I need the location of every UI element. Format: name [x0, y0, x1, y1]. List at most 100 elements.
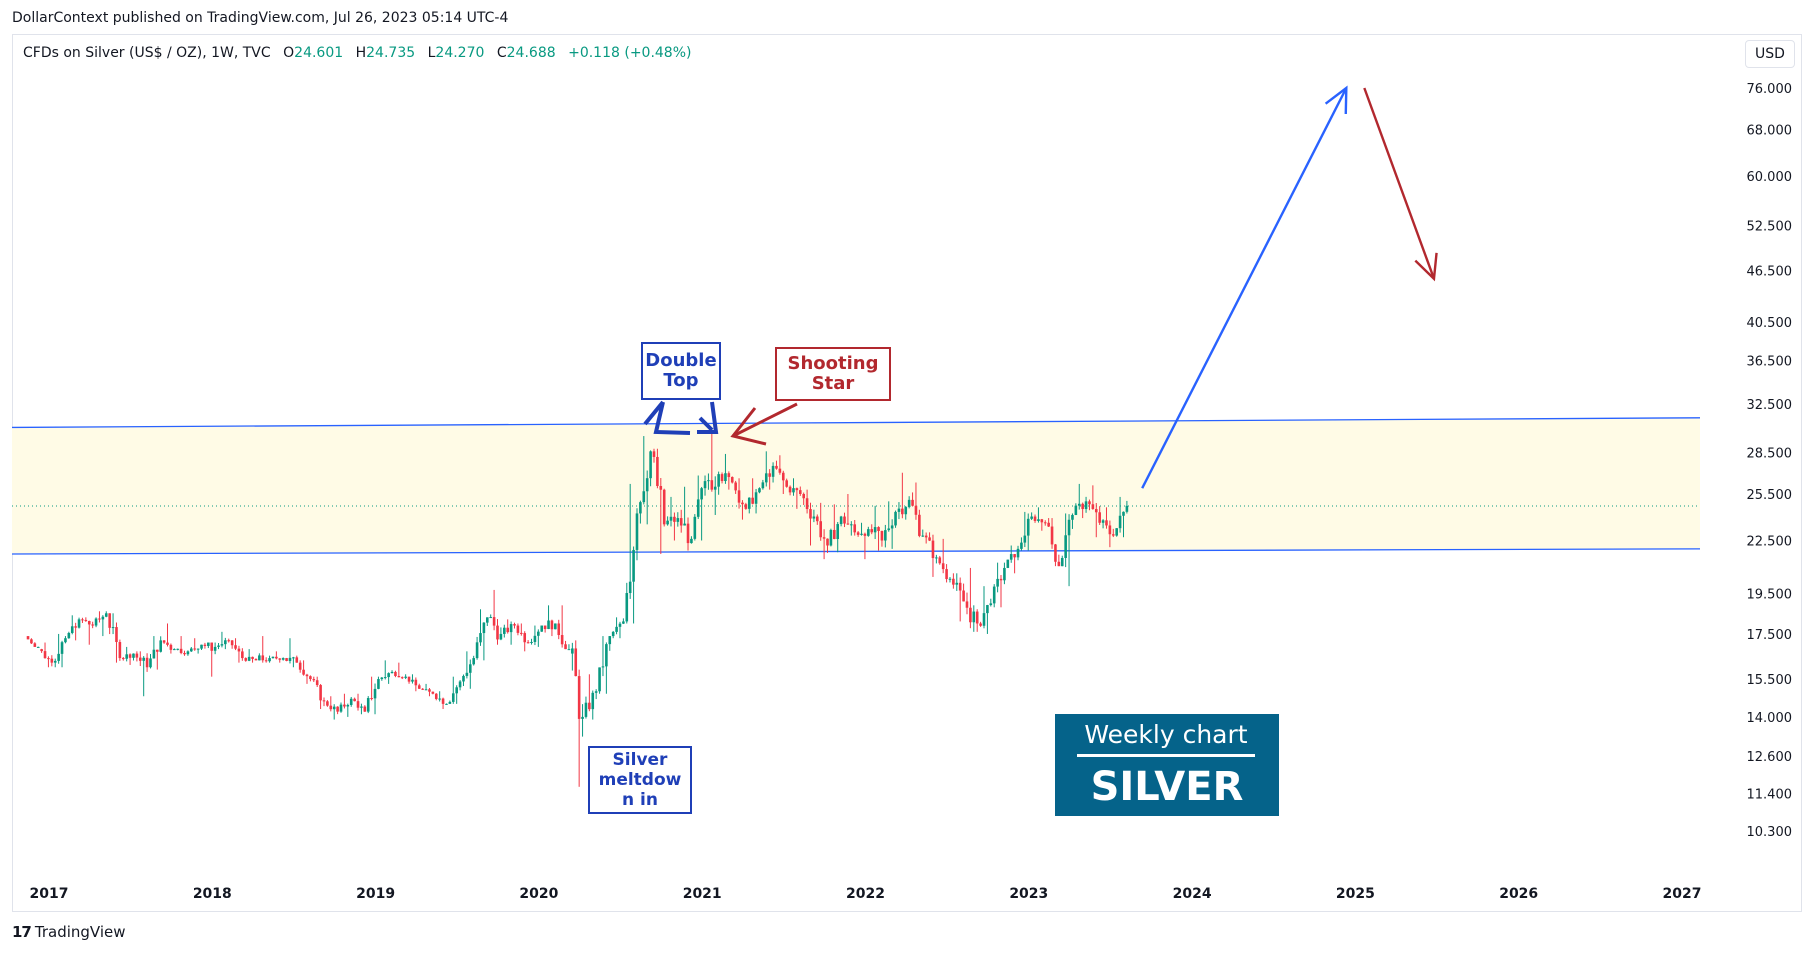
candle: [659, 478, 663, 554]
candle: [149, 654, 152, 669]
candle: [904, 505, 908, 520]
candle: [1101, 519, 1105, 529]
candle: [530, 638, 533, 645]
x-tick-label: 2026: [1499, 886, 1538, 902]
candle: [863, 532, 867, 560]
badge-subtitle: Weekly chart: [1077, 714, 1255, 757]
candle: [1111, 528, 1115, 538]
weekly-chart-badge: Weekly chart SILVER: [1055, 714, 1279, 816]
currency-button[interactable]: USD: [1745, 40, 1795, 68]
double-top-marks: [643, 400, 719, 435]
candle: [611, 630, 615, 639]
candle: [741, 500, 744, 520]
candle: [434, 693, 438, 701]
candle: [815, 514, 819, 525]
candle: [159, 636, 162, 653]
candle: [598, 667, 601, 694]
candle: [441, 697, 445, 710]
candle: [645, 470, 649, 525]
candle: [281, 657, 285, 661]
candle: [506, 619, 510, 634]
candle: [577, 669, 581, 787]
candle: [540, 625, 544, 632]
y-tick-label: 46.500: [1747, 265, 1793, 280]
candle: [373, 683, 377, 715]
candle: [448, 700, 452, 704]
candle: [36, 646, 40, 648]
candle: [220, 631, 224, 648]
candle: [792, 478, 795, 496]
candle: [591, 690, 595, 720]
candle: [155, 649, 159, 670]
candle: [458, 680, 462, 691]
x-tick-label: 2019: [356, 886, 395, 902]
candle: [1077, 483, 1081, 510]
candle: [179, 636, 183, 655]
candle: [462, 674, 465, 687]
candle: [775, 460, 778, 470]
candle: [945, 564, 948, 583]
candle: [193, 638, 197, 651]
candle: [77, 617, 81, 629]
candle: [1091, 485, 1095, 510]
candle: [846, 493, 850, 525]
candle: [856, 531, 860, 537]
candle: [230, 640, 234, 649]
y-tick-label: 17.500: [1747, 628, 1793, 643]
shooting-star-arrow: [730, 402, 798, 446]
candle: [588, 674, 591, 712]
candle: [795, 487, 799, 509]
candle: [424, 683, 428, 691]
y-tick-label: 40.500: [1747, 316, 1793, 331]
candle: [1098, 506, 1101, 525]
candle: [962, 583, 965, 602]
candle: [894, 510, 897, 528]
candle: [26, 636, 30, 640]
candle: [686, 517, 690, 551]
candle: [132, 653, 135, 661]
candle: [349, 696, 353, 707]
candle: [679, 509, 683, 533]
footer[interactable]: 17 TradingView: [12, 923, 126, 941]
candle: [1105, 507, 1108, 529]
candle: [547, 605, 550, 630]
candle: [370, 676, 373, 701]
candle: [717, 471, 720, 495]
candle: [642, 436, 646, 505]
candle: [356, 693, 360, 711]
projection-up-arrow: [1141, 85, 1348, 489]
candle: [533, 625, 537, 646]
candle: [727, 471, 731, 490]
y-tick-label: 28.500: [1747, 447, 1793, 462]
x-tick-label: 2020: [519, 886, 558, 902]
candle: [30, 638, 33, 644]
candle: [1125, 500, 1129, 514]
candle: [91, 621, 94, 629]
candle: [761, 479, 765, 490]
candle: [1016, 545, 1020, 561]
candle: [1067, 514, 1071, 587]
candle: [948, 576, 952, 583]
y-tick-label: 12.600: [1747, 750, 1793, 765]
candle: [996, 562, 999, 593]
candle: [224, 637, 227, 650]
candle: [513, 622, 516, 629]
candle: [50, 655, 54, 667]
candle: [152, 636, 156, 659]
candle: [57, 633, 60, 664]
candle: [884, 524, 887, 548]
candle: [322, 697, 326, 707]
candle: [768, 469, 771, 490]
candle: [472, 655, 475, 666]
candle: [336, 706, 339, 715]
candle: [523, 631, 527, 652]
candle: [278, 658, 282, 663]
candle: [431, 691, 435, 695]
candle: [639, 500, 642, 524]
y-tick-label: 76.000: [1747, 82, 1793, 97]
candle: [798, 486, 802, 496]
candle: [251, 656, 254, 663]
candle: [1037, 507, 1040, 523]
candle: [121, 657, 125, 661]
